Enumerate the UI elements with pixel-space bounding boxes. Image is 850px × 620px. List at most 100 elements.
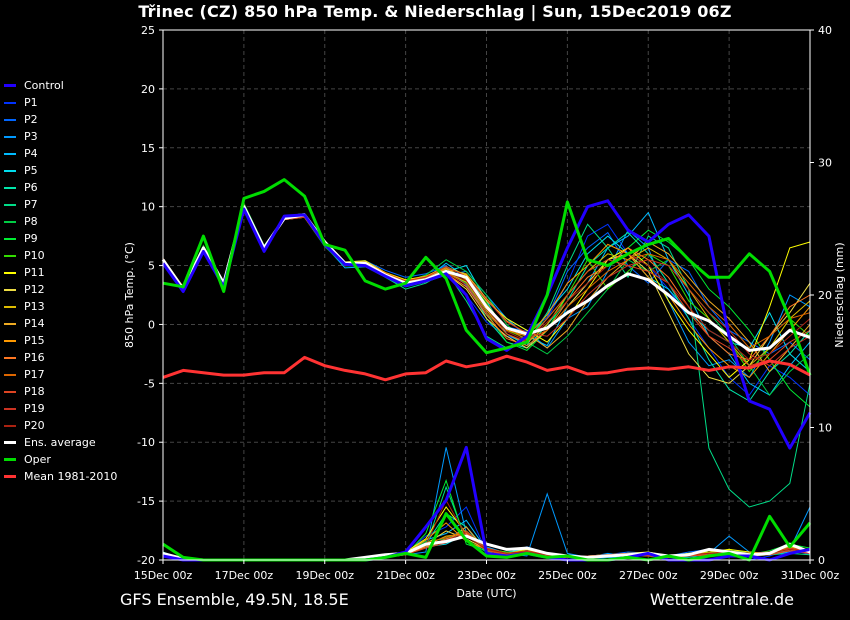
legend-item-p8: P8	[4, 213, 117, 230]
legend-swatch	[4, 424, 16, 427]
legend-item-p15: P15	[4, 332, 117, 349]
legend-item-p20: P20	[4, 417, 117, 434]
legend-item-p4: P4	[4, 145, 117, 162]
temp-line-mean-1981-2010	[162, 354, 811, 382]
legend-item-ens-average: Ens. average	[4, 434, 117, 451]
x-tick-label: 29Dec 00z	[700, 569, 759, 582]
legend-label: P10	[24, 249, 45, 262]
legend-item-p1: P1	[4, 94, 117, 111]
y-tick-label: -15	[137, 495, 155, 508]
legend-item-p13: P13	[4, 298, 117, 315]
legend-item-oper: Oper	[4, 451, 117, 468]
x-tick-label: 25Dec 00z	[538, 569, 597, 582]
legend-label: P15	[24, 334, 45, 347]
temp-layer	[161, 178, 812, 508]
legend-swatch	[4, 254, 16, 257]
legend-label: P13	[24, 300, 45, 313]
legend-item-p6: P6	[4, 179, 117, 196]
y-tick-label: 10	[141, 201, 155, 214]
legend-label: P9	[24, 232, 38, 245]
legend-swatch	[4, 237, 16, 240]
legend-label: P1	[24, 96, 38, 109]
legend-swatch	[4, 135, 16, 138]
x-tick-label: 19Dec 00z	[295, 569, 354, 582]
legend-swatch	[4, 390, 16, 393]
legend-label: P20	[24, 419, 45, 432]
legend-label: P12	[24, 283, 45, 296]
legend-item-p14: P14	[4, 315, 117, 332]
legend-swatch	[4, 118, 16, 121]
temp-line-oper	[162, 178, 812, 376]
legend-item-p3: P3	[4, 128, 117, 145]
x-tick-label: 23Dec 00z	[457, 569, 516, 582]
legend-label: P5	[24, 164, 38, 177]
legend-swatch	[4, 305, 16, 308]
legend-swatch	[4, 169, 16, 172]
y-tick-label: 25	[141, 24, 155, 37]
temp-line-p13	[162, 206, 811, 367]
legend-label: P16	[24, 351, 45, 364]
legend-swatch	[4, 271, 16, 274]
y-tick-label: -20	[137, 554, 155, 567]
legend-swatch	[4, 288, 16, 291]
legend-label: Control	[24, 79, 64, 92]
legend-label: P4	[24, 147, 38, 160]
x-tick-label: 15Dec 00z	[134, 569, 193, 582]
legend-label: P3	[24, 130, 38, 143]
legend-item-p9: P9	[4, 230, 117, 247]
y-tick-label: -10	[137, 436, 155, 449]
legend-item-p11: P11	[4, 264, 117, 281]
legend-item-p5: P5	[4, 162, 117, 179]
legend-label: Mean 1981-2010	[24, 470, 118, 483]
legend-label: P6	[24, 181, 38, 194]
legend-item-control: Control	[4, 77, 117, 94]
y-tick-label: 20	[141, 83, 155, 96]
y-tick-label: 0	[148, 318, 155, 331]
legend-swatch	[4, 458, 16, 461]
model-caption: GFS Ensemble, 49.5N, 18.5E	[120, 590, 349, 609]
legend-swatch	[4, 101, 16, 104]
legend-swatch	[4, 339, 16, 342]
x-tick-label: 21Dec 00z	[376, 569, 435, 582]
y2-tick-label: 30	[818, 157, 832, 170]
legend-swatch	[4, 322, 16, 325]
legend-item-p7: P7	[4, 196, 117, 213]
legend-item-mean-1981-2010: Mean 1981-2010	[4, 468, 117, 485]
legend-swatch	[4, 373, 16, 376]
legend-item-p17: P17	[4, 366, 117, 383]
legend-swatch	[4, 84, 16, 87]
legend-swatch	[4, 407, 16, 410]
y-axis-title: 850 hPa Temp. (°C)	[123, 242, 136, 348]
legend-label: P11	[24, 266, 45, 279]
legend-item-p2: P2	[4, 111, 117, 128]
legend-item-p19: P19	[4, 400, 117, 417]
legend: Control P1 P2 P3 P4 P5 P6 P7 P8 P9 P10 P11 P12 P13 P14…	[4, 77, 117, 485]
legend-swatch	[4, 186, 16, 189]
y-tick-label: 15	[141, 142, 155, 155]
y-tick-label: 5	[148, 260, 155, 273]
y2-tick-label: 40	[818, 24, 832, 37]
temp-line-control	[161, 199, 812, 450]
legend-swatch	[4, 356, 16, 359]
x-tick-label: 17Dec 00z	[215, 569, 274, 582]
legend-label: P19	[24, 402, 45, 415]
legend-label: P7	[24, 198, 38, 211]
legend-label: Ens. average	[24, 436, 96, 449]
legend-swatch	[4, 220, 16, 223]
legend-swatch	[4, 152, 16, 155]
x-axis-title: Date (UTC)	[456, 587, 516, 600]
axes-layer: -20 -15 -10 -5 0 5 10 15 20 25 0 10 20 30 40 15Dec 00z 1…	[123, 24, 846, 600]
x-tick-label: 31Dec 00z	[781, 569, 840, 582]
legend-swatch	[4, 475, 16, 478]
legend-label: P2	[24, 113, 38, 126]
y2-tick-label: 0	[818, 554, 825, 567]
legend-swatch	[4, 203, 16, 206]
temp-line-p18	[162, 206, 811, 367]
legend-item-p10: P10	[4, 247, 117, 264]
legend-item-p12: P12	[4, 281, 117, 298]
source-caption: Wetterzentrale.de	[649, 590, 794, 609]
legend-label: P14	[24, 317, 45, 330]
legend-label: Oper	[24, 453, 51, 466]
legend-item-p16: P16	[4, 349, 117, 366]
